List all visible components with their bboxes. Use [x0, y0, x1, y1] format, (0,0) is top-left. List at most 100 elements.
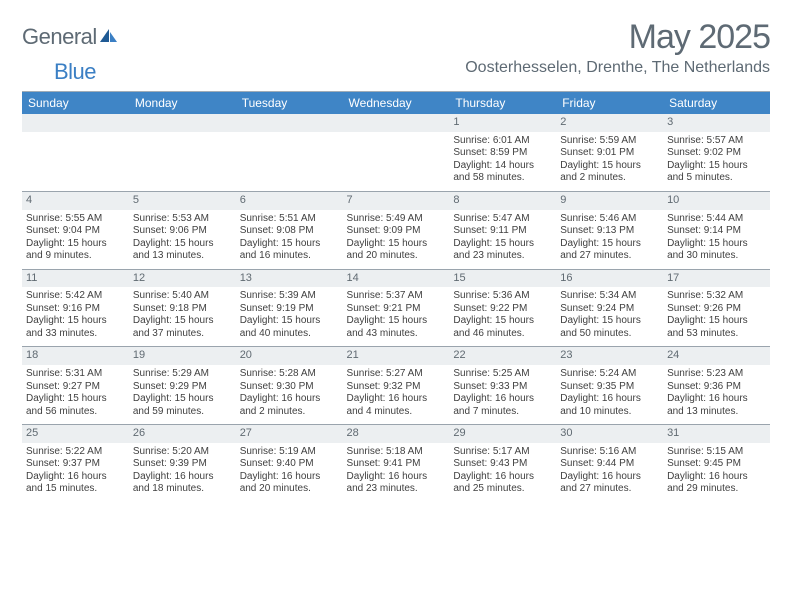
daylight-text: Daylight: 14 hours: [453, 160, 552, 173]
week-row: 1 Sunrise: 6:01 AMSunset: 8:59 PMDaylight…: [22, 114, 770, 191]
day-cell: [343, 114, 450, 191]
sunset-text: Sunset: 9:19 PM: [240, 303, 339, 316]
daylight-text: Daylight: 16 hours: [560, 393, 659, 406]
sunrise-text: Sunrise: 5:22 AM: [26, 446, 125, 459]
day-number: 5: [129, 192, 236, 210]
day-number: 26: [129, 425, 236, 443]
day-cell: 30 Sunrise: 5:16 AMSunset: 9:44 PMDayligh…: [556, 425, 663, 502]
day-cell: 7Sunrise: 5:49 AMSunset: 9:09 PMDaylight…: [343, 192, 450, 269]
day-cell: 17Sunrise: 5:32 AMSunset: 9:26 PMDayligh…: [663, 270, 770, 347]
day-number: 1: [449, 114, 556, 132]
sunset-text: Sunset: 9:09 PM: [347, 225, 446, 238]
sunrise-text: Sunrise: 5:39 AM: [240, 290, 339, 303]
day-number: 29: [449, 425, 556, 443]
sunset-text: Sunset: 9:32 PM: [347, 381, 446, 394]
daylight-text: Daylight: 15 hours: [26, 315, 125, 328]
sunset-text: Sunset: 9:02 PM: [667, 147, 766, 160]
daylight-text: Daylight: 15 hours: [453, 315, 552, 328]
calendar-table: SundayMondayTuesdayWednesdayThursdayFrid…: [22, 92, 770, 502]
daylight-text: and 16 minutes.: [240, 250, 339, 263]
sunrise-text: Sunrise: 5:44 AM: [667, 213, 766, 226]
day-cell: 15Sunrise: 5:36 AMSunset: 9:22 PMDayligh…: [449, 270, 556, 347]
day-cell: [129, 114, 236, 191]
daylight-text: and 58 minutes.: [453, 172, 552, 185]
day-number: 14: [343, 270, 450, 288]
day-info: Sunrise: 5:20 AMSunset: 9:39 PMDaylight:…: [133, 445, 232, 496]
sunset-text: Sunset: 9:35 PM: [560, 381, 659, 394]
day-info: Sunrise: 5:16 AMSunset: 9:44 PMDaylight:…: [560, 445, 659, 496]
daylight-text: Daylight: 16 hours: [453, 471, 552, 484]
sunrise-text: Sunrise: 5:20 AM: [133, 446, 232, 459]
weekday-header: Monday: [129, 92, 236, 114]
day-number-empty: [22, 114, 129, 132]
daylight-text: and 23 minutes.: [453, 250, 552, 263]
day-number: 12: [129, 270, 236, 288]
day-cell: 19 Sunrise: 5:29 AMSunset: 9:29 PMDayligh…: [129, 347, 236, 424]
day-number: 18: [22, 347, 129, 365]
daylight-text: Daylight: 15 hours: [240, 238, 339, 251]
sunset-text: Sunset: 9:45 PM: [667, 458, 766, 471]
sunrise-text: Sunrise: 5:25 AM: [453, 368, 552, 381]
day-cell: 12Sunrise: 5:40 AMSunset: 9:18 PMDayligh…: [129, 270, 236, 347]
daylight-text: and 43 minutes.: [347, 328, 446, 341]
sunrise-text: Sunrise: 5:27 AM: [347, 368, 446, 381]
day-cell: 23Sunrise: 5:24 AMSunset: 9:35 PMDayligh…: [556, 347, 663, 424]
day-number: 3: [663, 114, 770, 132]
day-cell: 18Sunrise: 5:31 AMSunset: 9:27 PMDayligh…: [22, 347, 129, 424]
day-number-empty: [129, 114, 236, 132]
day-info: Sunrise: 5:17 AMSunset: 9:43 PMDaylight:…: [453, 445, 552, 496]
day-number: 2: [556, 114, 663, 132]
day-info: Sunrise: 5:32 AMSunset: 9:26 PMDaylight:…: [667, 289, 766, 340]
day-number-empty: [236, 114, 343, 132]
daylight-text: and 20 minutes.: [240, 483, 339, 496]
daylight-text: and 9 minutes.: [26, 250, 125, 263]
daylight-text: and 20 minutes.: [347, 250, 446, 263]
day-info: Sunrise: 5:55 AMSunset: 9:04 PMDaylight:…: [26, 212, 125, 263]
sunrise-text: Sunrise: 5:18 AM: [347, 446, 446, 459]
day-info: Sunrise: 5:36 AMSunset: 9:22 PMDaylight:…: [453, 289, 552, 340]
weekday-header-row: SundayMondayTuesdayWednesdayThursdayFrid…: [22, 92, 770, 114]
day-info: Sunrise: 5:59 AMSunset: 9:01 PMDaylight:…: [560, 134, 659, 185]
daylight-text: and 27 minutes.: [560, 250, 659, 263]
sunrise-text: Sunrise: 5:23 AM: [667, 368, 766, 381]
sunset-text: Sunset: 9:22 PM: [453, 303, 552, 316]
daylight-text: and 30 minutes.: [667, 250, 766, 263]
day-info: Sunrise: 5:18 AMSunset: 9:41 PMDaylight:…: [347, 445, 446, 496]
day-number: 24: [663, 347, 770, 365]
sunrise-text: Sunrise: 5:34 AM: [560, 290, 659, 303]
daylight-text: and 59 minutes.: [133, 406, 232, 419]
sunrise-text: Sunrise: 5:51 AM: [240, 213, 339, 226]
day-number: 23: [556, 347, 663, 365]
sunset-text: Sunset: 9:21 PM: [347, 303, 446, 316]
sunset-text: Sunset: 8:59 PM: [453, 147, 552, 160]
sunset-text: Sunset: 9:18 PM: [133, 303, 232, 316]
weekday-header: Friday: [556, 92, 663, 114]
day-cell: 24Sunrise: 5:23 AMSunset: 9:36 PMDayligh…: [663, 347, 770, 424]
day-cell: 16Sunrise: 5:34 AMSunset: 9:24 PMDayligh…: [556, 270, 663, 347]
sunset-text: Sunset: 9:36 PM: [667, 381, 766, 394]
weekday-header: Wednesday: [343, 92, 450, 114]
day-number-empty: [343, 114, 450, 132]
sunset-text: Sunset: 9:16 PM: [26, 303, 125, 316]
day-number: 30: [556, 425, 663, 443]
daylight-text: Daylight: 16 hours: [560, 471, 659, 484]
day-cell: 6Sunrise: 5:51 AMSunset: 9:08 PMDaylight…: [236, 192, 343, 269]
day-cell: 22Sunrise: 5:25 AMSunset: 9:33 PMDayligh…: [449, 347, 556, 424]
day-cell: 1 Sunrise: 6:01 AMSunset: 8:59 PMDaylight…: [449, 114, 556, 191]
daylight-text: Daylight: 15 hours: [560, 238, 659, 251]
day-info: Sunrise: 6:01 AMSunset: 8:59 PMDaylight:…: [453, 134, 552, 185]
day-number: 10: [663, 192, 770, 210]
sunset-text: Sunset: 9:40 PM: [240, 458, 339, 471]
day-number: 21: [343, 347, 450, 365]
day-info: Sunrise: 5:53 AMSunset: 9:06 PMDaylight:…: [133, 212, 232, 263]
sunset-text: Sunset: 9:30 PM: [240, 381, 339, 394]
day-info: Sunrise: 5:29 AMSunset: 9:29 PMDaylight:…: [133, 367, 232, 418]
daylight-text: Daylight: 15 hours: [133, 393, 232, 406]
week-row: 4Sunrise: 5:55 AMSunset: 9:04 PMDaylight…: [22, 192, 770, 269]
sunset-text: Sunset: 9:37 PM: [26, 458, 125, 471]
sunrise-text: Sunrise: 5:40 AM: [133, 290, 232, 303]
day-info: Sunrise: 5:44 AMSunset: 9:14 PMDaylight:…: [667, 212, 766, 263]
sunrise-text: Sunrise: 5:42 AM: [26, 290, 125, 303]
day-cell: 4Sunrise: 5:55 AMSunset: 9:04 PMDaylight…: [22, 192, 129, 269]
day-number: 19: [129, 347, 236, 365]
